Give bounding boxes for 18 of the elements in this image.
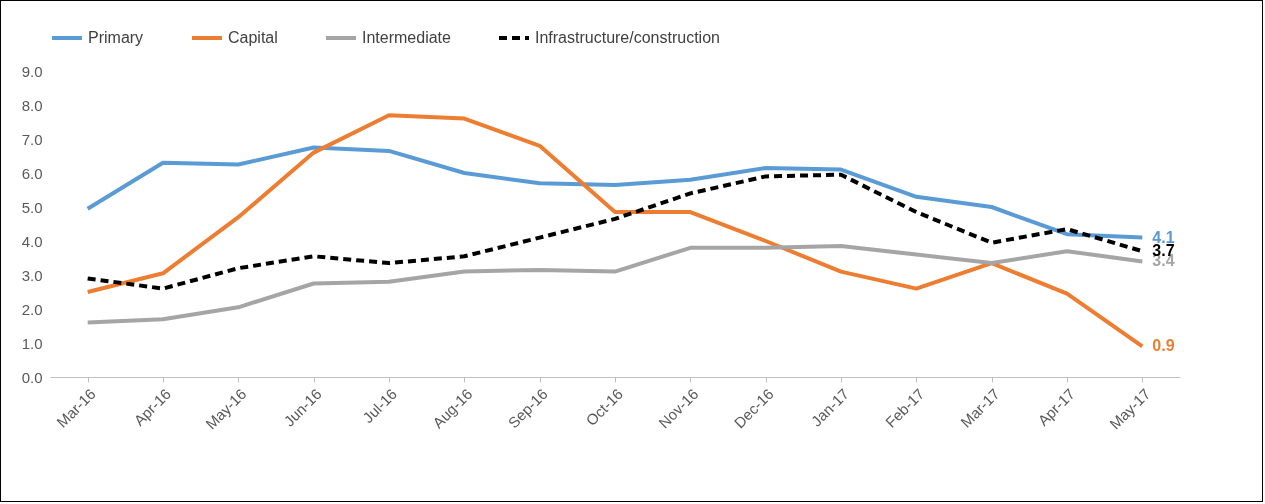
y-tick-label: 7.0	[21, 130, 43, 148]
legend-label: Capital	[228, 29, 278, 46]
line-series	[85, 113, 1145, 349]
data-label: 0.9	[1152, 337, 1175, 355]
y-tick-label: 0.0	[21, 368, 43, 386]
line-series	[85, 145, 1145, 240]
y-tick-label: 8.0	[21, 96, 43, 114]
y-tick-label: 3.0	[21, 266, 43, 284]
y-tick-label: 4.0	[21, 232, 43, 250]
legend-label: Primary	[88, 29, 144, 46]
line-series	[85, 244, 1145, 325]
y-tick-label: 6.0	[21, 164, 43, 182]
legend-label: Infrastructure/construction	[535, 29, 720, 46]
y-tick-label: 1.0	[21, 334, 43, 352]
y-tick-label: 5.0	[21, 198, 43, 216]
y-tick-label: 9.0	[21, 62, 43, 80]
legend-label: Intermediate	[362, 29, 452, 46]
y-tick-label: 2.0	[21, 300, 43, 318]
